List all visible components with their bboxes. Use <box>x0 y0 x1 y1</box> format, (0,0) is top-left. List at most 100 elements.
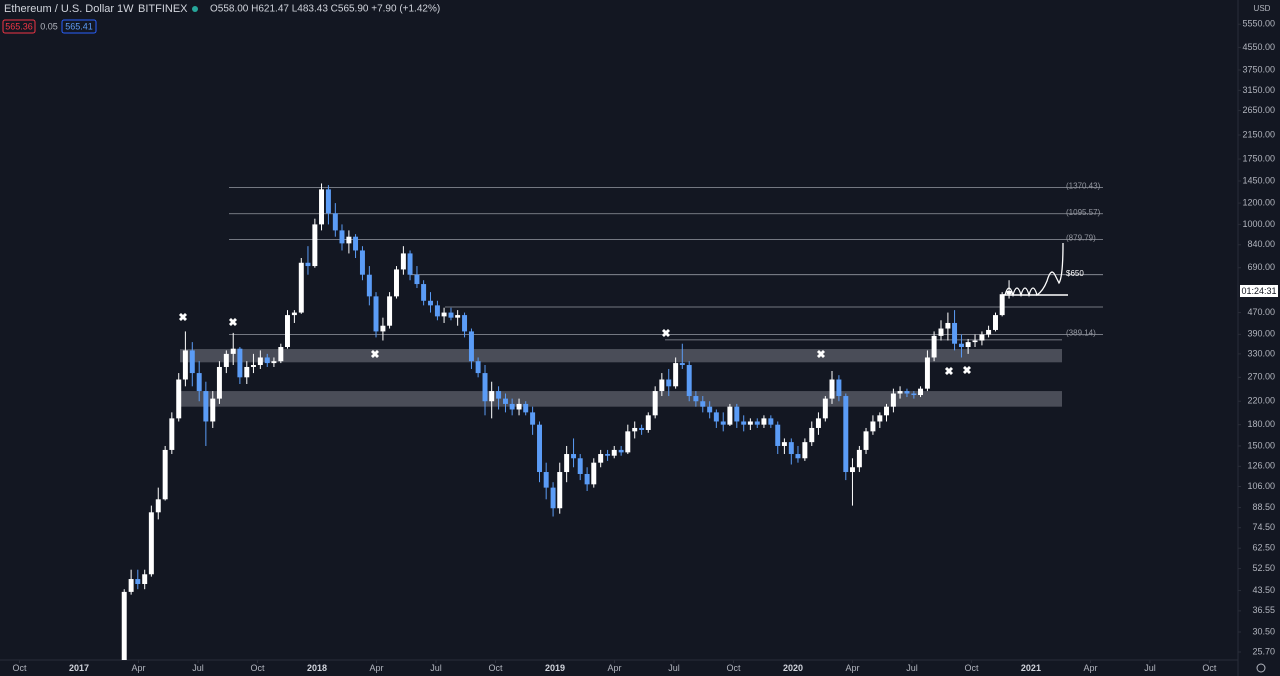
candle-body <box>468 331 474 362</box>
candle-body <box>652 391 658 416</box>
y-tick-label: 2150.00 <box>1242 129 1275 139</box>
candle-body <box>182 350 188 380</box>
candle-body <box>618 449 624 453</box>
level-label: (1095.57) <box>1066 208 1101 217</box>
candle-body <box>836 379 842 397</box>
candle-body <box>346 236 352 244</box>
ask-box[interactable] <box>61 19 97 34</box>
candle-body <box>448 312 454 318</box>
candle-body <box>856 449 862 468</box>
zone <box>180 391 1062 407</box>
candle-body <box>775 424 781 446</box>
candle-body <box>890 393 896 407</box>
candle-body <box>761 418 767 425</box>
candle-body <box>203 391 209 422</box>
currency: USD <box>1254 4 1271 13</box>
candle-body <box>543 472 549 488</box>
y-tick-label: 88.50 <box>1252 502 1275 512</box>
candle-body <box>278 347 284 362</box>
candle-body <box>986 329 992 335</box>
y-tick-label: 25.70 <box>1252 646 1275 656</box>
marker: ✖ <box>962 365 971 377</box>
bid-box[interactable] <box>2 19 36 34</box>
candle-body <box>516 403 522 410</box>
candle-body <box>815 418 821 428</box>
candle-body <box>285 315 290 348</box>
candle-body <box>795 454 801 459</box>
candle-body <box>475 361 481 374</box>
candle-body <box>387 296 393 326</box>
candle-body <box>931 335 937 358</box>
candle-body <box>148 512 154 575</box>
candle-body <box>918 388 924 396</box>
candle-body <box>741 421 747 425</box>
x-tick-label: 2021 <box>1021 663 1041 673</box>
exchange: BITFINEX <box>138 3 188 15</box>
x-tick-label: 2020 <box>783 663 803 673</box>
y-tick-label: 180.00 <box>1247 419 1275 429</box>
candle-body <box>441 312 447 317</box>
x-tick-label: Apr <box>369 663 383 673</box>
candle-body <box>897 391 903 394</box>
candle-body <box>332 213 338 231</box>
level-label: (1370.43) <box>1066 182 1101 191</box>
candle-body <box>523 403 529 413</box>
candle-body <box>291 312 297 316</box>
candle-body <box>863 431 869 450</box>
candle-body <box>877 415 883 422</box>
candle-body <box>625 431 631 453</box>
candle-body <box>659 379 665 392</box>
x-tick-label: Jul <box>668 663 680 673</box>
candle-body <box>884 406 889 416</box>
y-tick-label: 126.00 <box>1247 461 1275 471</box>
candle-body <box>645 415 651 430</box>
candle-body <box>809 427 815 443</box>
settings-icon[interactable] <box>1256 663 1266 673</box>
candle-body <box>257 357 263 366</box>
y-tick-label: 220.00 <box>1247 396 1275 406</box>
candle-body <box>489 391 495 402</box>
candle-body <box>210 398 216 422</box>
candle-body <box>557 472 563 509</box>
candle-body <box>305 262 311 267</box>
y-tick-label: 4550.00 <box>1242 42 1275 52</box>
y-tick-label: 5550.00 <box>1242 19 1275 29</box>
candle-body <box>768 418 774 425</box>
candle-body <box>482 373 488 402</box>
candle-body <box>530 412 536 425</box>
candle-body <box>189 350 195 374</box>
candle-body <box>958 343 964 348</box>
candle-body <box>693 396 699 402</box>
candle-body <box>298 262 304 313</box>
marker: ✖ <box>816 349 825 361</box>
candle-body <box>359 250 365 275</box>
candle-body <box>788 442 794 455</box>
candle-body <box>686 365 692 397</box>
candle-body <box>611 449 617 456</box>
candle-body <box>162 449 168 500</box>
candle-body <box>230 348 236 354</box>
countdown-box <box>1240 285 1278 297</box>
candle-body <box>924 357 930 389</box>
candle-body <box>993 315 998 330</box>
bid: 565.36 <box>5 21 33 31</box>
candle-body <box>843 396 849 473</box>
candle-body <box>550 487 556 509</box>
candle-body <box>462 315 468 332</box>
y-tick-label: 62.50 <box>1252 543 1275 553</box>
y-tick-label: 690.00 <box>1247 262 1275 272</box>
candle-body <box>339 230 345 244</box>
candle-body <box>571 454 577 459</box>
candle-body <box>713 412 719 422</box>
candle-body <box>121 591 127 660</box>
x-tick-label: 2018 <box>307 663 327 673</box>
candle-body <box>196 373 202 392</box>
candle-body <box>591 462 597 485</box>
candle-body <box>244 366 250 378</box>
candle-body <box>312 224 318 267</box>
candle-body <box>155 499 161 513</box>
symbol: Ethereum / U.S. Dollar <box>4 3 114 15</box>
candle-body <box>720 421 726 425</box>
